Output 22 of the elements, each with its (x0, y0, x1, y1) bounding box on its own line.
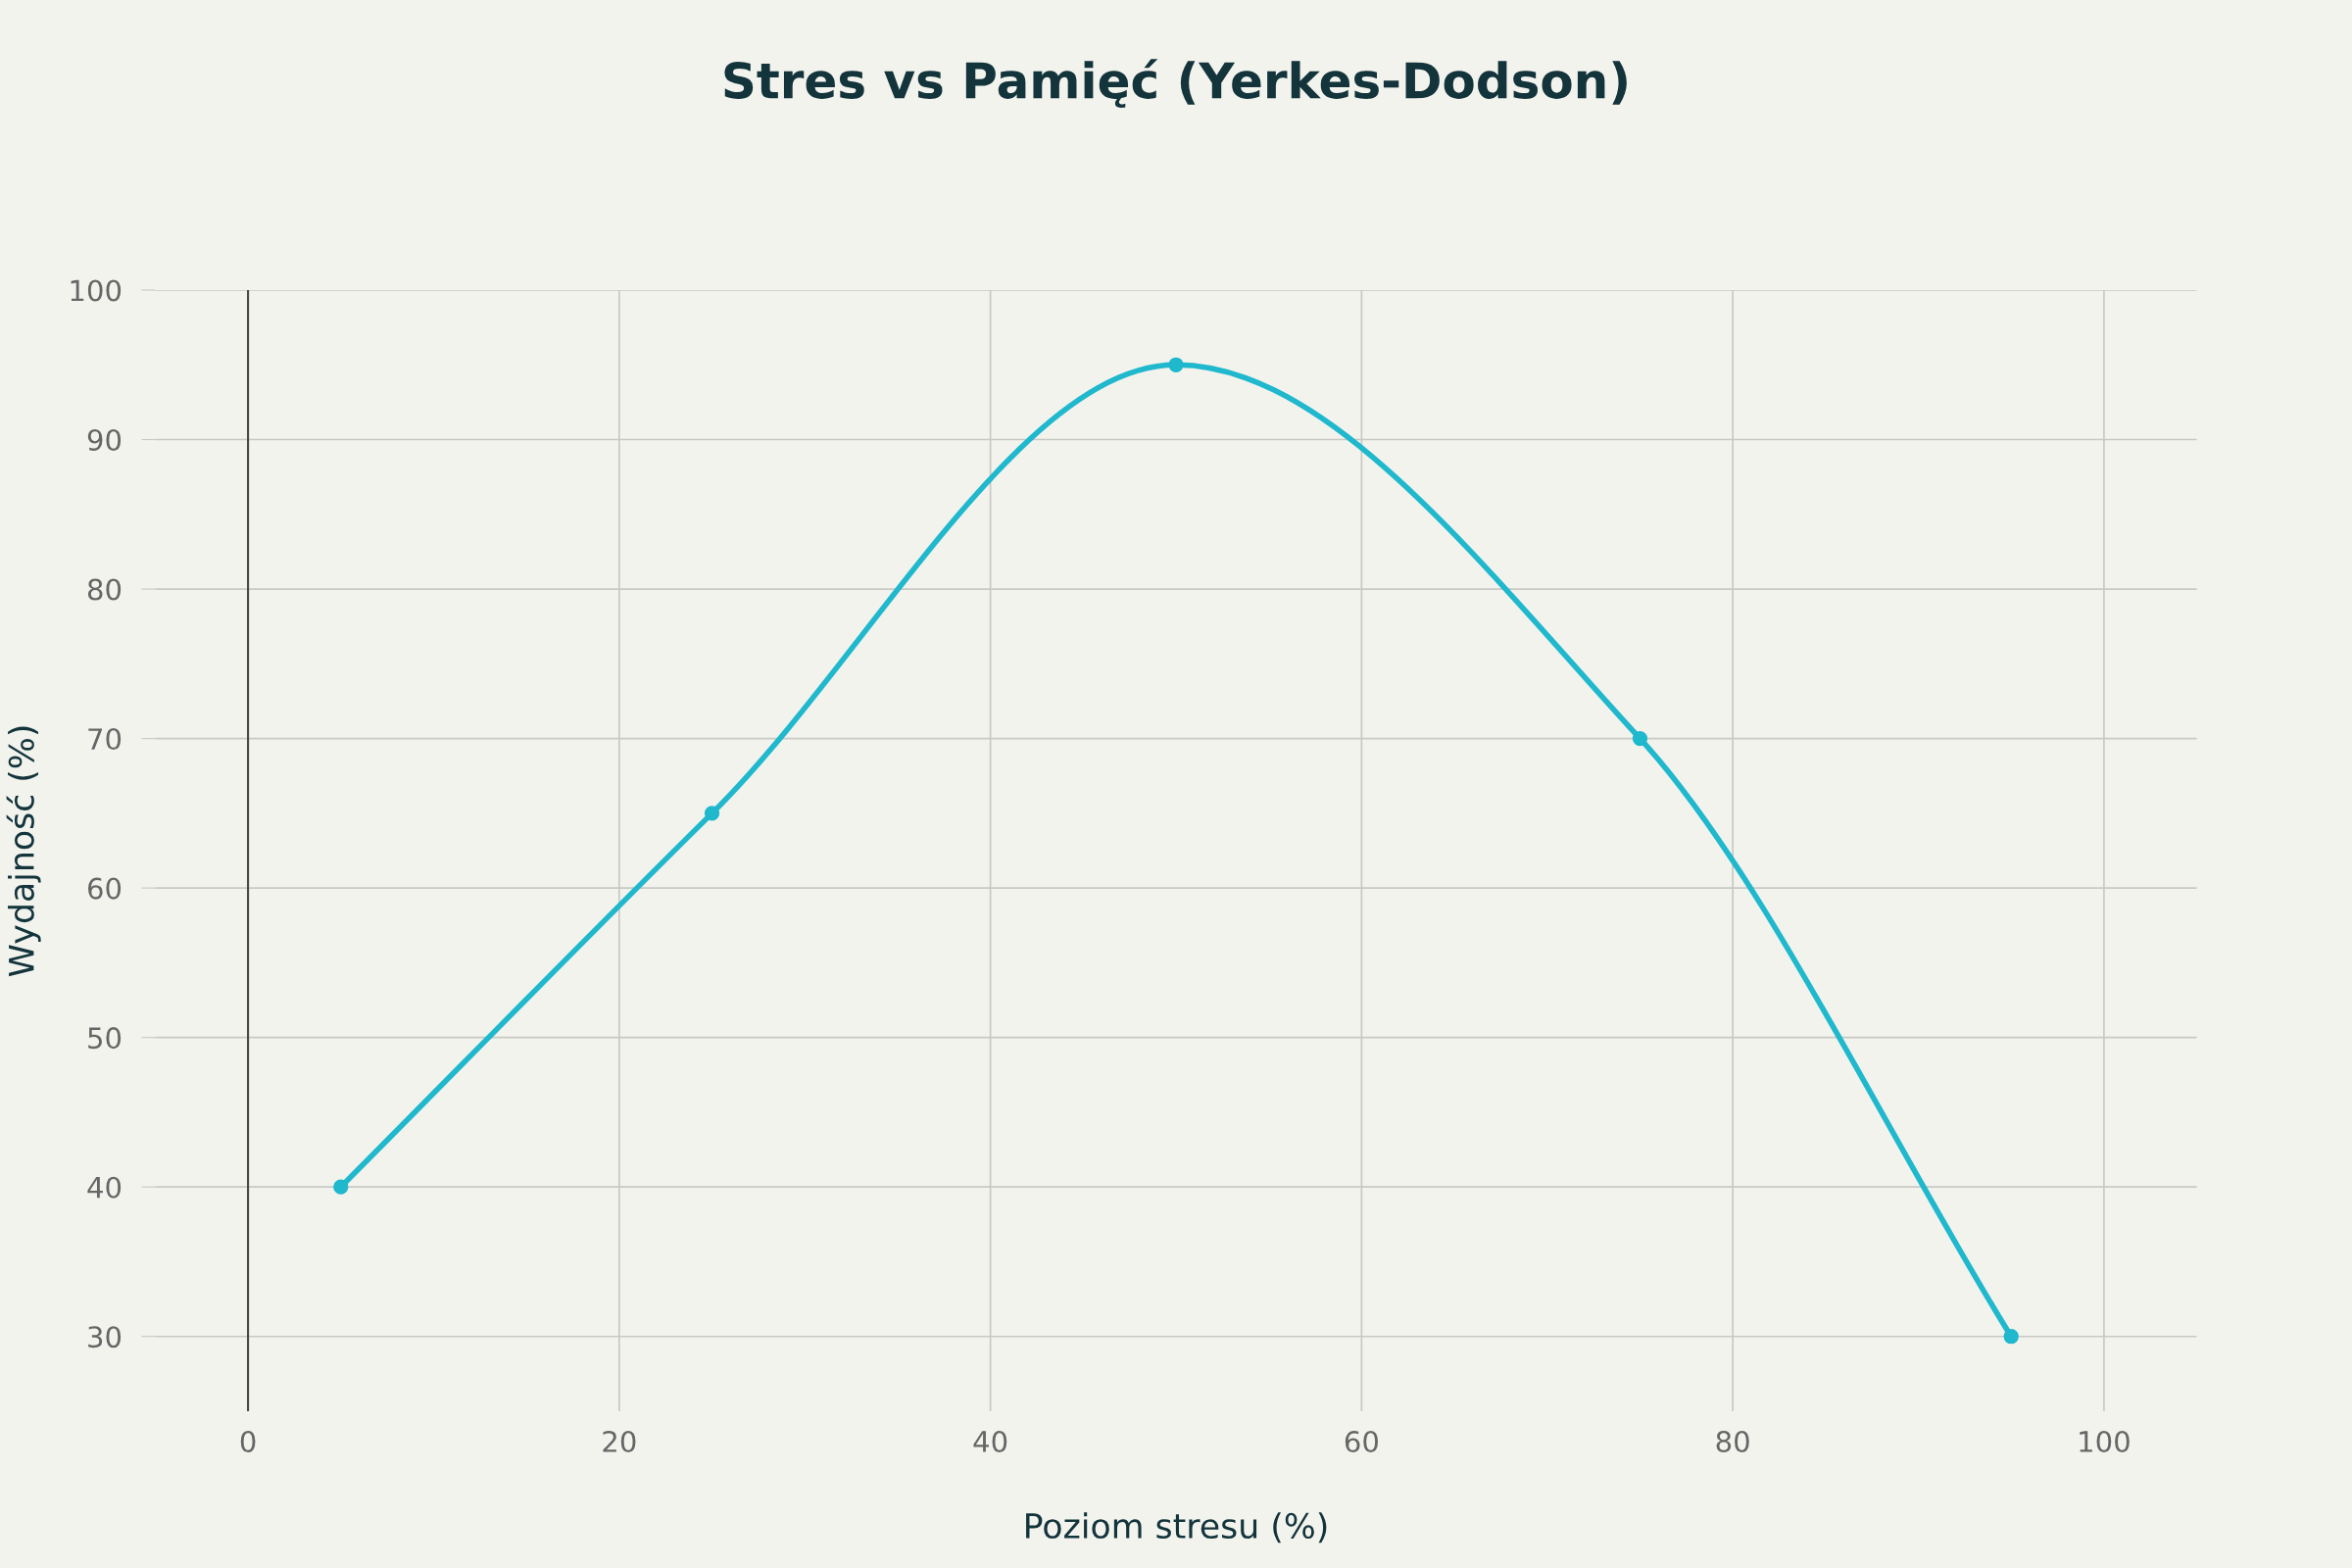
x-tick-label: 100 (2080, 1430, 2130, 1453)
point (704, 806, 720, 821)
y-tick-label: 70 (88, 728, 122, 751)
x-tick-label: 40 (973, 1430, 1007, 1453)
x-tick-label: 60 (1345, 1430, 1378, 1453)
y-axis-title: Wydajność (%) (6, 726, 41, 977)
x-axis-title: Poziom stresu (%) (1026, 1512, 1327, 1544)
y-tick-label: 30 (88, 1326, 122, 1348)
y-tick-label: 90 (87, 428, 122, 452)
point (1168, 357, 1184, 372)
y-tick-label: 100 (71, 279, 122, 302)
y-tick-label: 50 (88, 1027, 122, 1050)
x-tick-label: 20 (603, 1430, 636, 1453)
y-tick-label: 80 (87, 578, 122, 601)
point (333, 1179, 349, 1195)
x-tick-label: 0 (240, 1430, 256, 1453)
chart-title: Stres vs Pamięć (Yerkes-Dodson) (724, 59, 1627, 108)
point (1632, 730, 1648, 747)
y-tick-label: 60 (87, 877, 122, 900)
x-tick-label: 80 (1716, 1430, 1749, 1453)
y-tick-label: 40 (87, 1176, 122, 1199)
point (2003, 1329, 2019, 1345)
